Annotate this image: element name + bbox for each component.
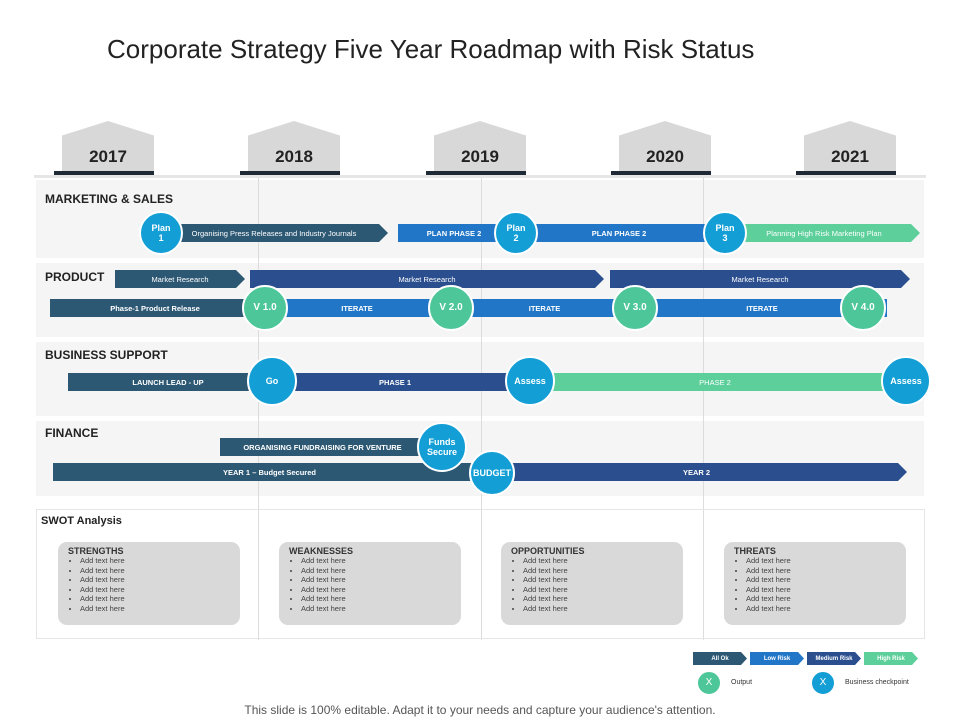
swot-item: Add text here bbox=[746, 566, 791, 576]
year-base bbox=[54, 171, 154, 175]
year-base bbox=[240, 171, 340, 175]
year-tab-2020: 2020 bbox=[619, 121, 711, 173]
swot-threats: THREATS Add text here Add text here Add … bbox=[724, 542, 906, 625]
checkpoint-assess-1: Assess bbox=[505, 356, 555, 406]
swot-strengths: STRENGTHS Add text here Add text here Ad… bbox=[58, 542, 240, 625]
checkpoint-budget: BUDGET bbox=[469, 450, 515, 496]
bar-phase-1-release: Phase-1 Product Release bbox=[50, 299, 260, 317]
swot-item: Add text here bbox=[80, 594, 125, 604]
bar-iterate-2: ITERATE bbox=[452, 299, 637, 317]
legend-checkpoint-label: Business checkpoint bbox=[845, 679, 909, 686]
legend-checkpoint-icon: X bbox=[810, 670, 836, 696]
swot-opportunities: OPPORTUNITIES Add text here Add text her… bbox=[501, 542, 683, 625]
checkpoint-go: Go bbox=[247, 356, 297, 406]
bar-year-2: YEAR 2 bbox=[486, 463, 907, 481]
swot-item: Add text here bbox=[746, 556, 791, 566]
bar-plan-phase-2b: PLAN PHASE 2 bbox=[510, 224, 728, 242]
footer-note: This slide is 100% editable. Adapt it to… bbox=[244, 703, 716, 717]
output-v1: V 1.0 bbox=[242, 285, 288, 331]
checkpoint-plan-3: Plan 3 bbox=[703, 211, 747, 255]
bar-year-1: YEAR 1 – Budget Secured bbox=[53, 463, 486, 481]
bar-market-research-1: Market Research bbox=[115, 270, 245, 288]
swot-heading: WEAKNESSES bbox=[289, 546, 354, 556]
legend-low-risk: Low Risk bbox=[750, 652, 804, 665]
page-title: Corporate Strategy Five Year Roadmap wit… bbox=[107, 34, 755, 64]
checkpoint-funds-secure: Funds Secure bbox=[417, 422, 467, 472]
legend-all-ok: All Ok bbox=[693, 652, 747, 665]
swot-item: Add text here bbox=[746, 575, 791, 585]
timeline-divider bbox=[34, 175, 926, 178]
bar-launch-lead-up: LAUNCH LEAD - UP bbox=[68, 373, 268, 391]
swot-item: Add text here bbox=[80, 575, 125, 585]
legend-medium-risk: Medium Risk bbox=[807, 652, 861, 665]
swot-item: Add text here bbox=[301, 566, 346, 576]
year-label: 2018 bbox=[275, 147, 313, 166]
swot-heading: THREATS bbox=[734, 546, 776, 556]
checkpoint-plan-1: Plan 1 bbox=[139, 211, 183, 255]
bar-high-risk-plan: Planning High Risk Marketing Plan bbox=[728, 224, 920, 242]
swot-item: Add text here bbox=[523, 575, 568, 585]
output-v4: V 4.0 bbox=[840, 285, 886, 331]
year-divider bbox=[481, 178, 482, 640]
section-label-business: BUSINESS SUPPORT bbox=[45, 348, 168, 362]
year-label: 2019 bbox=[461, 147, 499, 166]
swot-heading: OPPORTUNITIES bbox=[511, 546, 585, 556]
swot-panel bbox=[36, 509, 925, 639]
year-label: 2017 bbox=[89, 147, 127, 166]
checkpoint-plan-2: Plan 2 bbox=[494, 211, 538, 255]
year-base bbox=[611, 171, 711, 175]
year-tab-2017: 2017 bbox=[62, 121, 154, 173]
swot-item: Add text here bbox=[80, 566, 125, 576]
year-label: 2020 bbox=[646, 147, 684, 166]
legend-output-label: Output bbox=[731, 679, 753, 686]
bar-plan-phase-2a: PLAN PHASE 2 bbox=[398, 224, 510, 242]
swot-item: Add text here bbox=[301, 604, 346, 614]
section-label-finance: FINANCE bbox=[45, 426, 99, 440]
bar-iterate-3: ITERATE bbox=[637, 299, 887, 317]
bar-market-research-2: Market Research bbox=[250, 270, 604, 288]
swot-item: Add text here bbox=[301, 594, 346, 604]
swot-item: Add text here bbox=[301, 575, 346, 585]
swot-heading: STRENGTHS bbox=[68, 546, 124, 556]
swot-item: Add text here bbox=[80, 556, 125, 566]
output-v3: V 3.0 bbox=[612, 285, 658, 331]
section-marketing-bg bbox=[36, 180, 924, 258]
section-label-marketing: MARKETING & SALES bbox=[45, 192, 174, 206]
section-label-product: PRODUCT bbox=[45, 270, 105, 284]
checkpoint-assess-2: Assess bbox=[881, 356, 931, 406]
bar-fundraising: ORGANISING FUNDRAISING FOR VENTURE bbox=[220, 438, 425, 456]
swot-item: Add text here bbox=[746, 594, 791, 604]
swot-item: Add text here bbox=[301, 556, 346, 566]
swot-item: Add text here bbox=[523, 594, 568, 604]
year-base bbox=[796, 171, 896, 175]
output-v2: V 2.0 bbox=[428, 285, 474, 331]
legend-high-risk: High Risk bbox=[864, 652, 918, 665]
swot-item: Add text here bbox=[523, 604, 568, 614]
year-label: 2021 bbox=[831, 147, 869, 166]
swot-item: Add text here bbox=[746, 604, 791, 614]
bar-press-releases: Organising Press Releases and Industry J… bbox=[160, 224, 388, 242]
swot-item: Add text here bbox=[80, 585, 125, 595]
year-base bbox=[426, 171, 526, 175]
bar-phase-2: PHASE 2 bbox=[520, 373, 910, 391]
bar-iterate-1: ITERATE bbox=[262, 299, 452, 317]
legend-output-icon: X bbox=[696, 670, 722, 696]
swot-item: Add text here bbox=[523, 566, 568, 576]
year-divider bbox=[258, 178, 259, 640]
year-tab-2019: 2019 bbox=[434, 121, 526, 173]
swot-title: SWOT Analysis bbox=[41, 515, 122, 527]
year-tab-2018: 2018 bbox=[248, 121, 340, 173]
swot-item: Add text here bbox=[523, 556, 568, 566]
bar-market-research-3: Market Research bbox=[610, 270, 910, 288]
swot-item: Add text here bbox=[301, 585, 346, 595]
swot-item: Add text here bbox=[523, 585, 568, 595]
swot-weaknesses: WEAKNESSES Add text here Add text here A… bbox=[279, 542, 461, 625]
year-tab-2021: 2021 bbox=[804, 121, 896, 173]
bar-phase-1: PHASE 1 bbox=[270, 373, 520, 391]
year-divider bbox=[703, 178, 704, 640]
swot-item: Add text here bbox=[80, 604, 125, 614]
swot-item: Add text here bbox=[746, 585, 791, 595]
